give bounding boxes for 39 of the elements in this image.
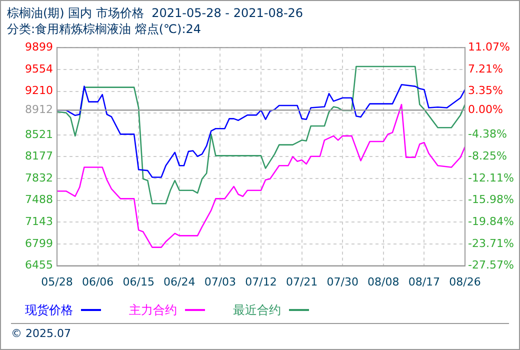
y2-tick-label: 11.07% <box>468 40 510 54</box>
y-tick-label: 9210 <box>25 84 53 98</box>
chart-title: 棕榈油(期) 国内 市场价格 2021-05-28 - 2021-08-26 <box>6 5 304 21</box>
y2-tick-label: -15.98% <box>468 193 514 206</box>
y2-tick-label: -23.71% <box>468 236 514 250</box>
x-tick-label: 06/24 <box>164 275 196 288</box>
y2-tick-label: -27.57% <box>468 258 514 272</box>
y-tick-label: 9899 <box>25 40 53 54</box>
y2-tick-label: -12.11% <box>468 171 514 184</box>
y2-tick-label: 0.00% <box>468 102 503 116</box>
y-tick-label: 8177 <box>25 150 53 163</box>
y2-tick-label: -19.84% <box>468 215 514 228</box>
y2-tick-label: -8.25% <box>468 150 507 163</box>
legend-label: 现货价格 <box>25 302 73 318</box>
x-tick-label: 08/17 <box>408 275 440 288</box>
y2-tick-label: -4.38% <box>468 128 507 141</box>
text: © 2025.07 <box>11 327 71 340</box>
y2-tick-label: 3.35% <box>468 84 503 98</box>
x-tick-label: 07/21 <box>286 275 318 288</box>
x-tick-label: 08/26 <box>449 275 481 288</box>
y-tick-label: 6455 <box>25 258 53 272</box>
x-tick-label: 05/28 <box>41 275 73 288</box>
legend-label: 主力合约 <box>129 302 177 318</box>
x-tick-label: 07/12 <box>245 275 277 288</box>
x-tick-label: 07/03 <box>204 275 236 288</box>
x-tick-label: 07/30 <box>326 275 358 288</box>
x-tick-label: 06/06 <box>82 275 114 288</box>
chart-subtitle: 分类:食用精炼棕榈液油 熔点(℃):24 <box>6 21 202 37</box>
y-tick-label: 9554 <box>25 62 53 76</box>
y-tick-label: 8521 <box>25 128 53 141</box>
x-tick-label: 06/15 <box>122 275 154 288</box>
legend-label: 最近合约 <box>233 302 281 318</box>
y2-tick-label: 7.21% <box>468 62 503 76</box>
y-tick-label: 6799 <box>25 236 53 250</box>
y-tick-label: 7488 <box>25 193 53 206</box>
y-tick-label: 7832 <box>25 171 53 184</box>
x-tick-label: 08/08 <box>368 275 400 288</box>
y-tick-label: 8912 <box>25 102 53 116</box>
y-tick-label: 7143 <box>25 215 53 228</box>
